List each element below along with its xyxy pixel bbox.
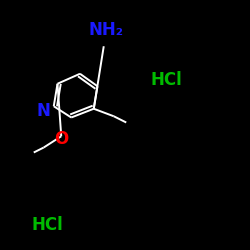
Text: N: N: [37, 102, 51, 120]
Text: NH₂: NH₂: [89, 21, 124, 39]
Text: O: O: [54, 130, 68, 148]
Text: HCl: HCl: [150, 71, 182, 89]
Text: HCl: HCl: [32, 216, 64, 234]
